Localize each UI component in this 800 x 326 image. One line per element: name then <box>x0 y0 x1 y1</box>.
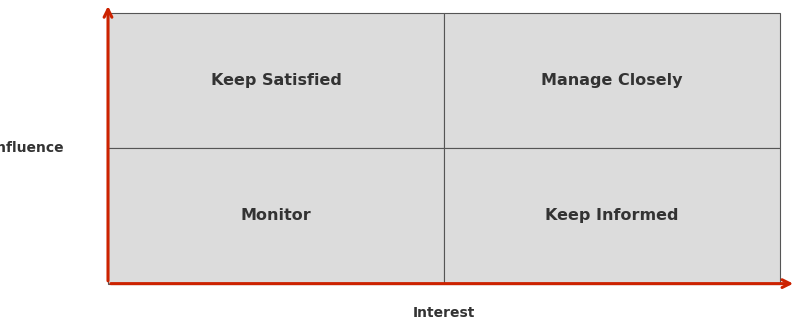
Bar <box>108 13 444 148</box>
Text: Keep Informed: Keep Informed <box>546 208 678 224</box>
Text: Keep Satisfied: Keep Satisfied <box>210 73 342 88</box>
Bar <box>444 13 780 148</box>
Text: Influence: Influence <box>0 141 64 155</box>
Text: Monitor: Monitor <box>241 208 311 224</box>
Bar <box>108 148 444 284</box>
Text: Interest: Interest <box>413 306 475 320</box>
Text: Manage Closely: Manage Closely <box>542 73 682 88</box>
Bar <box>444 148 780 284</box>
